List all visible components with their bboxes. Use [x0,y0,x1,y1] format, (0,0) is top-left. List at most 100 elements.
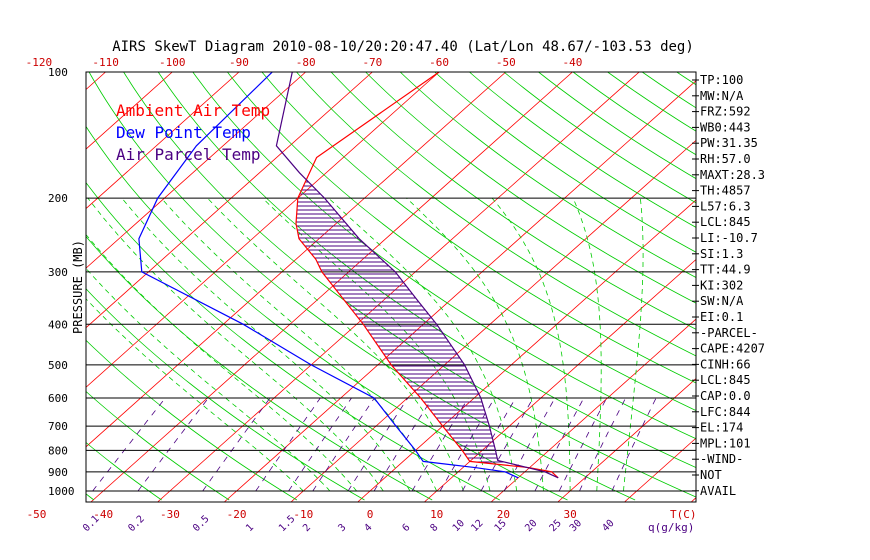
moist-adiabat-line [406,197,544,491]
index-value: TH:4857 [700,184,751,198]
index-value: -PARCEL- [700,326,758,340]
top-temp-tick-label: -40 [563,56,583,69]
parcel-temp-line [275,72,559,479]
mixing-ratio-line [373,397,433,492]
mixing-ratio-line [558,397,608,492]
pressure-tick-label: 600 [48,392,68,405]
index-value: EI:0.1 [700,310,743,324]
isotherm-line [86,72,507,448]
dry-adiabat-line [86,125,568,501]
dry-adiabat-line [123,72,696,498]
top-temp-tick-label: -60 [429,56,449,69]
chart-title: AIRS SkewT Diagram 2010-08-10/20:20:47.4… [112,39,694,55]
mixing-ratio-tick-label: 40 [600,518,616,534]
dewpoint-line [138,72,519,479]
dry-adiabat-line [86,235,433,501]
pressure-tick-label: 200 [48,192,68,205]
index-value: CAPE:4207 [700,342,765,356]
top-temp-tick-label: -70 [362,56,382,69]
moist-adiabat-line [86,298,304,492]
pressure-tick-label: 1000 [48,485,75,498]
mixing-ratio-line [579,397,626,492]
isotherm-line [224,80,696,502]
mixing-ratio-line [411,397,469,492]
top-temp-tick-label: -100 [159,56,186,69]
legend: Ambient Air Temp Dew Point Temp Air Parc… [116,101,270,164]
mixing-ratio-tick-label: 25 [548,518,564,534]
pressure-tick-label: 500 [48,359,68,372]
bottom-temp-tick-label: -30 [160,508,180,521]
dry-adiabat-line [572,72,696,156]
ambient-temp-line [295,72,559,479]
index-value: TP:100 [700,73,743,87]
mixing-ratio-line [534,397,585,492]
bottom-temp-tick-label: -50 [27,508,47,521]
isotherm-line [490,318,696,502]
index-value: CAP:0.0 [700,389,751,403]
isotherm-line [758,72,870,502]
mixing-ratio-line [92,397,166,492]
legend-parcel: Air Parcel Temp [116,145,261,164]
top-temp-tick-label: -120 [26,56,53,69]
index-value: KI:302 [700,278,743,292]
index-value: MPL:101 [700,436,751,450]
moist-adiabat-line [161,197,438,492]
pressure-tick-label: 400 [48,318,68,331]
isotherm-line [157,72,640,502]
top-temp-tick-label: -90 [229,56,249,69]
isotherm-line [90,72,573,502]
top-temp-tick-label: -50 [496,56,516,69]
index-value: PW:31.35 [700,136,758,150]
index-value: LFC:844 [700,405,751,419]
dry-adiabat-line [296,72,696,357]
dry-adiabat-line [227,72,696,412]
index-value: LCL:845 [700,373,751,387]
bottom-temp-tick-label: 30 [563,508,576,521]
index-value: SI:1.3 [700,247,743,261]
dry-adiabat-line [88,72,636,501]
index-value: CINH:66 [700,357,751,371]
isotherm-line [86,72,306,269]
isotherm-line [86,72,106,91]
index-value: MAXT:28.3 [700,168,765,182]
temp-axis-unit: T(C) [670,508,697,521]
dry-adiabat-line [434,72,696,253]
isotherm-line [86,72,373,329]
index-value: TT:44.9 [700,263,751,277]
mixing-ratio-tick-label: 4 [362,522,374,534]
dry-adiabat-line [86,182,500,501]
pressure-tick-label: 700 [48,420,68,433]
index-value: -WIND- [700,452,743,466]
series-lines [138,72,559,479]
index-value: FRZ:592 [700,105,751,119]
index-value: EL:174 [700,421,743,435]
y-axis-label: PRESSURE (MB) [71,240,85,334]
dry-adiabat-line [86,288,365,501]
mixing-ratio-line [611,397,657,492]
mixing-ratio-line [439,397,495,492]
mixing-ratio-tick-label: 12 [469,518,485,534]
index-value: L57:6.3 [700,199,751,213]
mixing-axis-unit: q(g/kg) [648,521,694,534]
mixing-ratio-tick-label: 10 [451,518,467,534]
moist-adiabat-line [623,198,644,492]
moist-adiabat-line [121,197,411,492]
moist-adiabat-line [491,197,571,491]
mixing-ratio-tick-label: 6 [400,522,412,534]
bottom-temp-tick-label: 10 [430,508,443,521]
mixing-ratio-tick-label: 0.5 [191,514,212,535]
mixing-ratio-line [462,397,516,492]
dry-adiabat-line [469,72,696,228]
index-value: RH:57.0 [700,152,751,166]
dry-adiabat-line [538,72,696,180]
mixing-ratio-tick-label: 1 [244,522,256,534]
mixing-ratio-line [312,397,375,492]
bottom-temp-tick-label: 0 [367,508,374,521]
index-value: SW:N/A [700,294,744,308]
mixing-ratio-line [137,397,209,492]
dry-adiabat-line [365,72,696,304]
pressure-tick-label: 100 [48,66,68,79]
index-value: NOT [700,468,722,482]
